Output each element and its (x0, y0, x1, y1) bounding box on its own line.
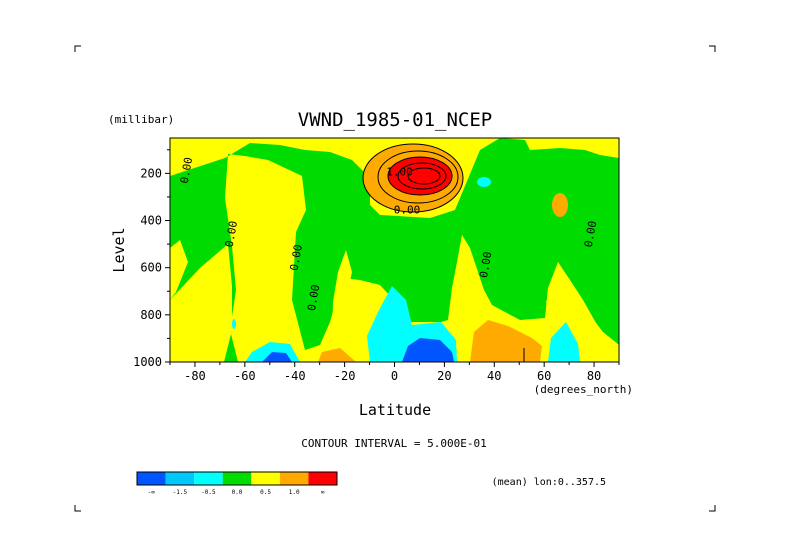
colorbar-label: -∞ (148, 489, 156, 496)
band-green-main (170, 138, 619, 362)
x-unit-label: (degrees_north) (534, 383, 633, 396)
x-axis: -80 -60 -40 -20 0 20 40 60 80 (169, 362, 620, 383)
band-blue-equator (402, 338, 454, 362)
x-tick-label: -40 (284, 369, 306, 383)
band-yellow-tongue (332, 250, 352, 340)
band-cyan-north (548, 322, 580, 362)
y-tick-label: 400 (140, 214, 162, 228)
colorbar-swatch (222, 472, 252, 485)
contour-label: 0.00 (305, 284, 322, 312)
band-cyan-blob-left (232, 319, 236, 329)
colorbar: -∞ -1.5 -0.5 0.0 0.5 1.0 ∞ (136, 471, 338, 496)
contour-label: 0.00 (477, 251, 494, 279)
x-tick-label: 20 (437, 369, 451, 383)
x-tick-label: 40 (487, 369, 501, 383)
colorbar-swatch (137, 472, 166, 485)
contour-label: 0.00 (223, 220, 240, 248)
x-tick-label: 80 (587, 369, 601, 383)
contour-interval-text: CONTOUR INTERVAL = 5.000E-01 (301, 437, 486, 450)
contour-labels: 0.000.000.000.001.000.000.000.00 (178, 156, 600, 312)
contour-label: 0.00 (288, 243, 305, 271)
footnote-text: (mean) lon:0..357.5 (492, 477, 606, 488)
x-tick-label: -80 (184, 369, 206, 383)
x-tick-label: -60 (234, 369, 256, 383)
contour-label: 0.00 (394, 203, 421, 216)
corner-marks (74, 45, 716, 512)
x-tick-label: 0 (391, 369, 398, 383)
band-orange-surface-south (318, 348, 356, 362)
jet-contour-lines (362, 143, 464, 213)
colorbar-label: -1.5 (173, 489, 188, 496)
colorbar-label: 0.0 (232, 489, 243, 496)
colorbar-label: 1.0 (289, 489, 300, 496)
y-tick-label: 200 (140, 166, 162, 180)
x-tick-label: -20 (334, 369, 356, 383)
y-tick-label: 800 (140, 308, 162, 322)
band-yellow-lower-left (170, 244, 232, 362)
contour-label: 0.00 (582, 220, 599, 248)
y-tick-label: 1000 (133, 355, 162, 369)
colorbar-frame (136, 471, 338, 486)
chart-title: VWND_1985-01_NCEP (298, 109, 492, 131)
contour-label: 0.00 (178, 156, 195, 184)
band-yellow-right-pocket (546, 282, 619, 362)
colorbar-swatch (251, 472, 280, 485)
x-tick-label: 60 (537, 369, 551, 383)
band-yellow-notch-left (170, 240, 188, 300)
x-axis-title: Latitude (359, 401, 431, 419)
y-unit-label: (millibar) (108, 113, 174, 126)
band-yellow-upper-left (170, 138, 250, 168)
colorbar-swatch (194, 472, 223, 485)
y-axis: 200 400 600 800 1000 (133, 149, 170, 369)
colorbar-label: -0.5 (201, 489, 216, 496)
colorbar-label: ∞ (321, 489, 325, 496)
colorbar-swatch (308, 472, 337, 485)
band-blue-south (262, 352, 292, 362)
colorbar-swatch (279, 472, 309, 485)
contour-label: 1.00 (386, 166, 413, 179)
colorbar-swatch (165, 472, 195, 485)
y-axis-title: Level (110, 227, 128, 272)
colorbar-label: 0.5 (260, 489, 271, 496)
plot-area (170, 138, 619, 362)
y-tick-label: 600 (140, 261, 162, 275)
band-red-jet (388, 157, 452, 195)
band-orange-blob-right (552, 193, 568, 217)
band-cyan-blob-upper (477, 177, 491, 187)
